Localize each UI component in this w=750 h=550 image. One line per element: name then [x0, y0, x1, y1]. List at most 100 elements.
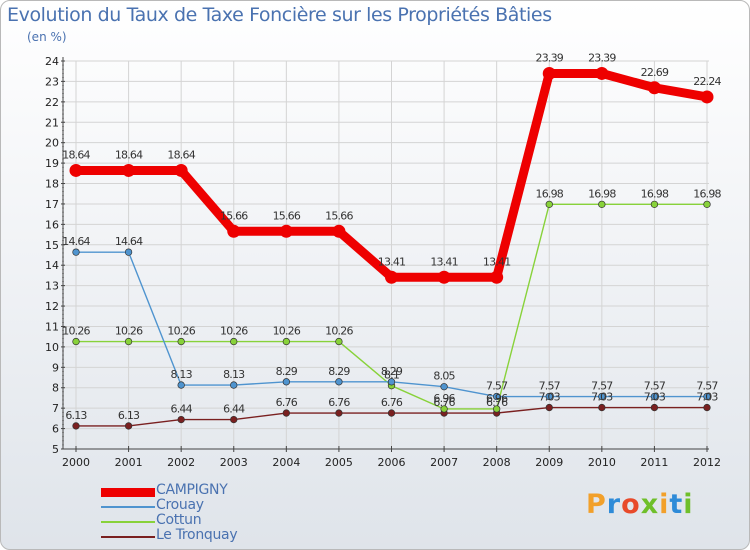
y-tick-label: 13 [45, 280, 59, 293]
data-point [282, 409, 290, 417]
data-label: 18.64 [115, 148, 143, 161]
data-label: 13.41 [378, 255, 406, 268]
data-point [177, 415, 185, 424]
data-label: 13.41 [430, 255, 458, 268]
x-tick-label: 2001 [115, 456, 143, 469]
chart-title: Evolution du Taux de Taxe Foncière sur l… [7, 4, 552, 26]
logo-letter: t [669, 489, 684, 520]
data-point [230, 381, 238, 389]
data-point [598, 200, 606, 209]
data-point [72, 337, 80, 346]
data-label: 10.26 [62, 325, 90, 338]
data-label: 7.57 [696, 380, 718, 393]
data-label: 10.26 [167, 325, 195, 338]
y-tick-label: 18 [45, 178, 59, 191]
data-label: 15.66 [325, 209, 353, 222]
data-label: 8.29 [381, 365, 403, 378]
data-label: 7.57 [486, 380, 508, 393]
x-tick-label: 2012 [693, 456, 721, 469]
y-tick-label: 10 [45, 341, 59, 354]
data-point [700, 90, 714, 104]
data-label: 6.76 [276, 396, 298, 409]
data-point [440, 383, 448, 391]
data-label: 6.76 [486, 396, 508, 409]
legend-label: Cottun [156, 512, 202, 528]
data-label: 8.29 [276, 365, 298, 378]
data-point [335, 378, 343, 386]
data-point [124, 248, 133, 256]
data-point [650, 403, 659, 412]
data-point [282, 378, 290, 386]
logo-letter: i [659, 489, 670, 520]
logo-letter: r [606, 489, 622, 520]
data-point [545, 200, 553, 209]
data-label: 8.13 [223, 368, 245, 381]
data-label: 10.26 [273, 325, 301, 338]
data-label: 8.1 [384, 369, 399, 382]
y-tick-label: 15 [45, 239, 59, 252]
series-group [69, 66, 714, 430]
x-tick-label: 2002 [167, 456, 195, 469]
data-point [124, 422, 133, 430]
data-label: 8.29 [328, 365, 350, 378]
data-point [703, 403, 711, 412]
data-point [703, 200, 711, 209]
data-label: 7.57 [644, 380, 666, 393]
data-point [174, 163, 188, 177]
data-point [440, 405, 448, 413]
data-point [650, 200, 659, 209]
data-point [647, 81, 661, 95]
data-label: 7.03 [644, 391, 666, 404]
data-label: 14.64 [115, 235, 143, 248]
data-label: 10.26 [325, 325, 353, 338]
data-label: 7.03 [539, 391, 561, 404]
y-tick-label: 23 [45, 75, 59, 88]
data-label: 6.96 [433, 392, 455, 405]
legend-swatch [101, 521, 155, 523]
y-tick-label: 20 [45, 137, 59, 150]
x-tick-label: 2009 [535, 456, 563, 469]
data-label: 22.24 [693, 75, 721, 88]
x-tick-label: 2003 [220, 456, 248, 469]
data-point [598, 392, 606, 401]
data-point [595, 66, 609, 80]
legend-label: Le Tronquay [156, 527, 238, 543]
x-tick-label: 2005 [325, 456, 353, 469]
data-point [72, 248, 80, 256]
x-tick-label: 2004 [272, 456, 300, 469]
data-label: 23.39 [536, 51, 564, 64]
data-label: 16.98 [641, 187, 669, 200]
data-point [230, 337, 238, 346]
data-point [490, 270, 504, 284]
data-label: 6.44 [223, 403, 245, 416]
data-point [230, 415, 238, 424]
logo-letter: P [586, 489, 607, 520]
data-label: 6.13 [65, 409, 87, 422]
data-point [332, 224, 346, 238]
logo-letter: x [640, 489, 660, 520]
data-point [69, 163, 83, 177]
logo-letter: o [621, 489, 641, 520]
x-tick-label: 2000 [62, 456, 90, 469]
data-point [124, 337, 133, 346]
data-point [387, 378, 396, 386]
legend-label: CAMPIGNY [156, 482, 228, 498]
data-point [335, 337, 343, 346]
data-labels: 6.13 6.13 6.44 6.44 6.76 6.76 6.76 6.76 6.76 7.03… [62, 51, 722, 422]
data-label: 18.64 [62, 148, 90, 161]
data-point [72, 422, 80, 430]
data-label: 6.76 [433, 396, 455, 409]
data-label: 7.57 [539, 380, 561, 393]
data-point [279, 224, 293, 238]
data-point [437, 270, 451, 284]
data-label: 7.57 [591, 380, 613, 393]
data-label: 13.41 [483, 255, 511, 268]
legend-swatch [101, 536, 155, 538]
data-label: 15.66 [273, 209, 301, 222]
data-point [545, 403, 553, 412]
y-tick-label: 24 [45, 55, 59, 68]
y-tick-label: 7 [52, 402, 59, 415]
data-label: 22.69 [641, 66, 669, 79]
data-label: 8.05 [433, 370, 455, 383]
